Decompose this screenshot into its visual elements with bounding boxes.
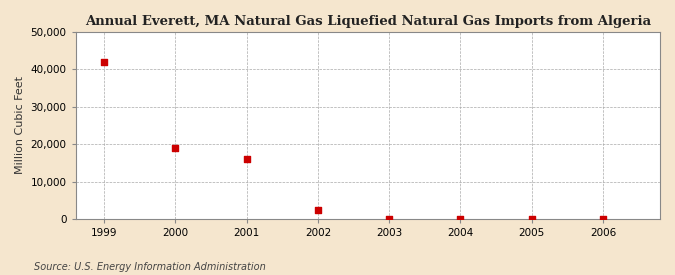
Point xyxy=(313,207,323,212)
Y-axis label: Million Cubic Feet: Million Cubic Feet xyxy=(15,76,25,174)
Point xyxy=(597,217,608,221)
Point xyxy=(526,216,537,221)
Point xyxy=(455,216,466,221)
Point xyxy=(241,157,252,161)
Point xyxy=(99,60,109,64)
Title: Annual Everett, MA Natural Gas Liquefied Natural Gas Imports from Algeria: Annual Everett, MA Natural Gas Liquefied… xyxy=(85,15,651,28)
Text: Source: U.S. Energy Information Administration: Source: U.S. Energy Information Administ… xyxy=(34,262,265,272)
Point xyxy=(384,217,395,221)
Point xyxy=(170,146,181,150)
